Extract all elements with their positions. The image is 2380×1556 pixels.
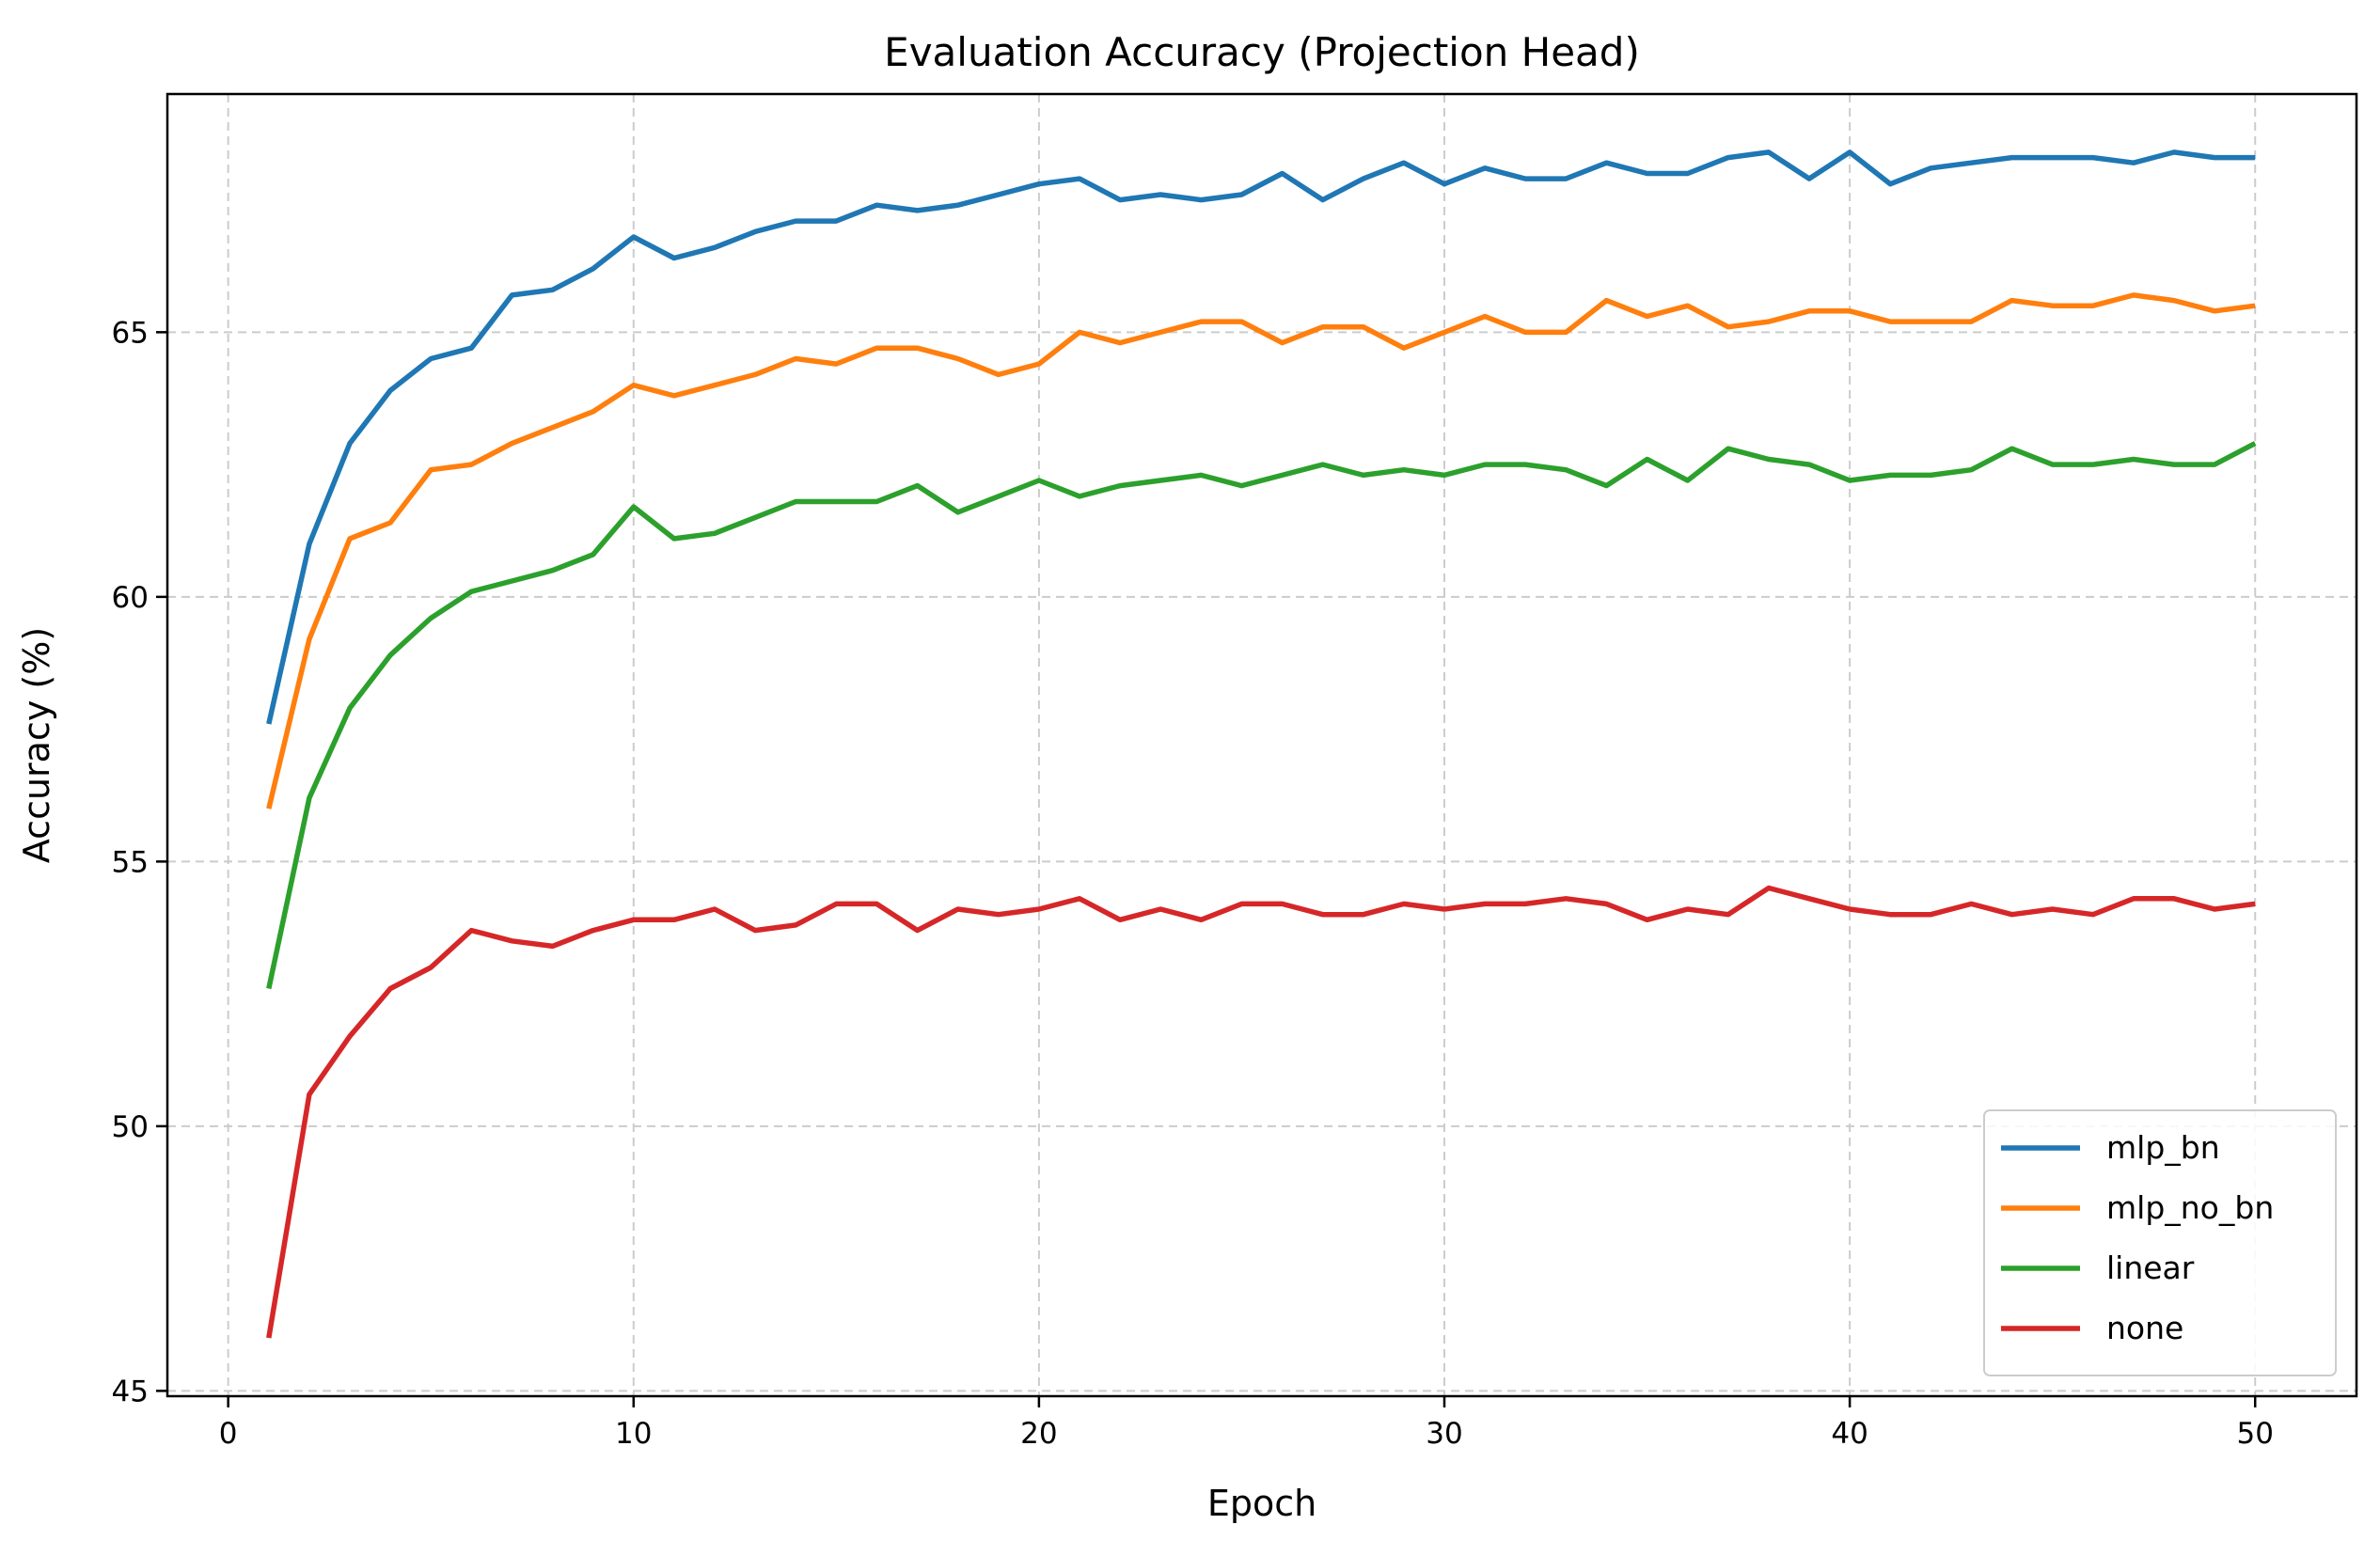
legend-label-mlp_no_bn: mlp_no_bn [2106, 1189, 2274, 1226]
series-line-linear [266, 441, 2257, 990]
x-tick-label: 30 [1426, 1417, 1462, 1451]
legend-label-none: none [2106, 1310, 2183, 1346]
y-tick-label: 45 [112, 1375, 149, 1408]
x-tick-label: 20 [1020, 1417, 1057, 1451]
series-line-none [266, 885, 2256, 1339]
y-tick-label: 50 [112, 1110, 149, 1144]
y-tick-label: 55 [112, 845, 149, 879]
series-line-mlp_no_bn [266, 292, 2256, 809]
series-lines [266, 149, 2257, 1339]
x-tick-label: 50 [2236, 1417, 2273, 1451]
y-tick-label: 60 [112, 581, 149, 615]
x-axis-label: Epoch [1207, 1483, 1316, 1524]
series-line-mlp_bn [266, 149, 2256, 725]
plot-frame [165, 92, 2358, 1398]
legend-label-linear: linear [2106, 1250, 2195, 1286]
x-tick-label: 10 [615, 1417, 652, 1451]
axis-ticks: 0 10 20 30 40 50 45 50 55 60 65 [112, 316, 2274, 1451]
y-axis-label: Accuracy (%) [16, 627, 57, 863]
legend-label-mlp_bn: mlp_bn [2106, 1129, 2220, 1166]
chart-title: Evaluation Accuracy (Projection Head) [884, 29, 1640, 75]
x-tick-label: 40 [1831, 1417, 1868, 1451]
legend-box [1983, 1109, 2337, 1376]
y-tick-label: 65 [112, 316, 149, 350]
x-tick-label: 0 [219, 1417, 238, 1451]
